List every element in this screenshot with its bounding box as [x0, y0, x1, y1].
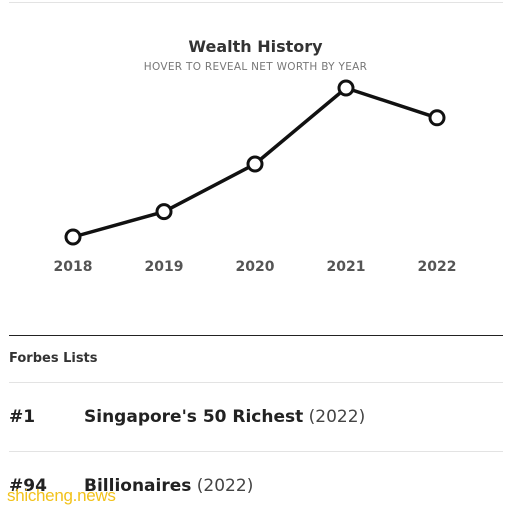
list-rank: #1: [9, 407, 36, 427]
list-name-wrapper: Singapore's 50 Richest (2022): [84, 405, 365, 429]
forbes-list-row-billionaires[interactable]: #94 Billionaires (2022): [9, 474, 503, 498]
wealth-history-chart[interactable]: 2018 2019 2020 2021 2022: [0, 0, 511, 290]
forbes-list-row-singapore[interactable]: #1 Singapore's 50 Richest (2022): [9, 405, 503, 429]
list-divider: [9, 451, 503, 452]
x-tick-label: 2021: [327, 259, 366, 275]
list-title[interactable]: Billionaires: [84, 476, 192, 496]
list-year: (2022): [196, 476, 254, 496]
top-divider: [9, 2, 503, 3]
x-tick-label: 2019: [145, 259, 184, 275]
data-point-2018[interactable]: [64, 228, 82, 246]
chart-subtitle: HOVER TO REVEAL NET WORTH BY YEAR: [143, 61, 368, 73]
x-tick-label: 2022: [418, 259, 457, 275]
x-tick-label: 2020: [236, 259, 275, 275]
list-rank: #94: [9, 476, 47, 496]
list-divider: [9, 382, 503, 383]
list-title[interactable]: Singapore's 50 Richest: [84, 407, 304, 427]
x-tick-label: 2018: [54, 259, 93, 275]
data-point-2020[interactable]: [246, 155, 264, 173]
data-point-2019[interactable]: [155, 203, 173, 221]
data-point-2022[interactable]: [428, 109, 446, 127]
chart-title: Wealth History: [188, 37, 323, 56]
section-divider: [9, 335, 503, 336]
data-point-2021[interactable]: [337, 79, 355, 97]
forbes-lists-heading: Forbes Lists: [9, 351, 98, 366]
list-name-wrapper: Billionaires (2022): [84, 474, 253, 498]
list-year: (2022): [308, 407, 366, 427]
watermark: shicheng.news: [7, 486, 116, 505]
